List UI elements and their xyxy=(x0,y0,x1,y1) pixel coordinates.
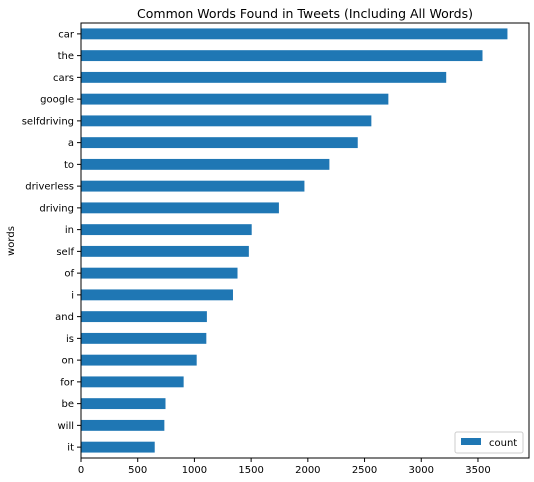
x-tick-label: 1500 xyxy=(238,465,263,476)
bar-selfdriving xyxy=(81,115,372,127)
legend-swatch xyxy=(461,438,481,445)
y-tick-label: driving xyxy=(39,203,74,214)
legend-label: count xyxy=(489,438,517,449)
x-tick-label: 3500 xyxy=(465,465,490,476)
x-tick-label: 3000 xyxy=(409,465,434,476)
bar-a xyxy=(81,137,358,149)
x-axis-ticks: 0 500 1000 1500 2000 2500 3000 3500 xyxy=(78,458,491,476)
bars-group xyxy=(81,28,508,453)
bar-car xyxy=(81,28,508,40)
bar-will xyxy=(81,419,165,431)
bar-to xyxy=(81,158,330,170)
bar-is xyxy=(81,332,207,344)
y-tick-label: on xyxy=(62,356,74,367)
y-tick-label: driverless xyxy=(25,182,74,193)
bar-cars xyxy=(81,71,447,83)
y-tick-label: for xyxy=(60,377,75,388)
bar-i xyxy=(81,289,233,301)
bar-the xyxy=(81,50,483,62)
bar-driverless xyxy=(81,180,305,192)
x-tick-label: 2500 xyxy=(352,465,377,476)
y-tick-label: car xyxy=(58,29,75,40)
bar-and xyxy=(81,311,207,323)
y-tick-label: google xyxy=(40,95,74,106)
y-axis-label: words xyxy=(6,226,17,256)
y-tick-label: i xyxy=(71,290,74,301)
y-tick-label: of xyxy=(64,269,74,280)
y-tick-label: a xyxy=(68,138,74,149)
y-tick-label: self xyxy=(56,247,74,258)
y-tick-label: in xyxy=(65,225,74,236)
y-tick-label: it xyxy=(67,443,74,454)
bar-self xyxy=(81,245,249,257)
y-tick-label: is xyxy=(66,334,74,345)
y-tick-label: the xyxy=(58,51,74,62)
y-axis-ticks: carthecarsgoogleselfdrivingatodriverless… xyxy=(22,29,81,454)
y-tick-label: will xyxy=(57,421,74,432)
chart-title: Common Words Found in Tweets (Including … xyxy=(137,6,473,21)
bar-it xyxy=(81,441,155,453)
y-tick-label: cars xyxy=(53,73,74,84)
x-tick-label: 1000 xyxy=(182,465,207,476)
bar-driving xyxy=(81,202,279,214)
y-tick-label: selfdriving xyxy=(22,116,74,127)
x-tick-label: 500 xyxy=(128,465,147,476)
legend-box xyxy=(454,431,524,454)
bar-in xyxy=(81,224,252,236)
bar-on xyxy=(81,354,197,366)
y-tick-label: and xyxy=(55,312,74,323)
bar-for xyxy=(81,376,184,388)
bar-of xyxy=(81,267,238,279)
x-tick-label: 0 xyxy=(78,465,84,476)
y-tick-label: be xyxy=(62,399,75,410)
x-tick-label: 2000 xyxy=(295,465,320,476)
bar-be xyxy=(81,398,166,410)
plot-frame xyxy=(80,22,530,459)
y-tick-label: to xyxy=(64,160,74,171)
bar-google xyxy=(81,93,389,105)
legend: count xyxy=(454,431,524,454)
